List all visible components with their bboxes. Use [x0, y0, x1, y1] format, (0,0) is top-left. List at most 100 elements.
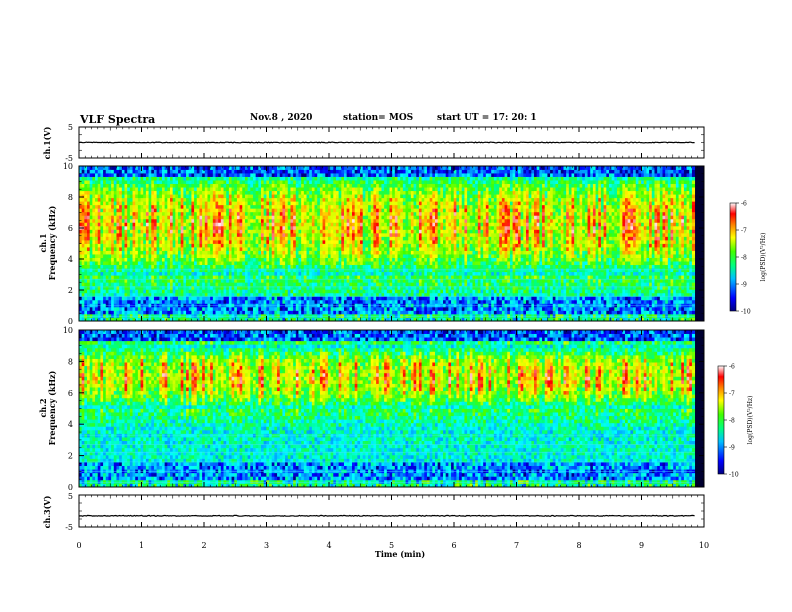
spectrogram-cell [258, 261, 261, 265]
spectrogram-cell [181, 275, 184, 279]
spectrogram-cell [240, 275, 243, 279]
spectrogram-cell [344, 300, 347, 304]
spectrogram-cell [240, 307, 243, 311]
spectrogram-cell [205, 233, 208, 237]
spectrogram-cell [159, 180, 162, 184]
spectrogram-cell [363, 180, 366, 184]
spectrogram-cell [258, 310, 261, 314]
spectrogram-cell [352, 226, 355, 230]
spectrogram-cell [162, 300, 165, 304]
spectrogram-cell [130, 208, 133, 212]
spectrogram-cell [127, 314, 130, 318]
spectrogram-cell [274, 187, 277, 191]
spectrogram-cell [317, 286, 320, 290]
spectrogram-cell [189, 226, 192, 230]
spectrogram-cell [119, 201, 122, 205]
spectrogram-cell [216, 177, 219, 181]
spectrogram-cell [309, 240, 312, 244]
spectrogram-cell [183, 226, 186, 230]
spectrogram-cell [363, 201, 366, 205]
spectrogram-cell [175, 208, 178, 212]
spectrogram-cell [264, 236, 267, 240]
spectrogram-cell [288, 286, 291, 290]
spectrogram-cell [309, 261, 312, 265]
spectrogram-cell [282, 173, 285, 177]
spectrogram-cell [261, 205, 264, 209]
spectrogram-cell [210, 166, 213, 170]
spectrogram-cell [218, 289, 221, 293]
spectrogram-cell [315, 310, 318, 314]
spectrogram-cell [173, 219, 176, 223]
spectrogram-cell [315, 282, 318, 286]
spectrogram-cell [92, 307, 95, 311]
spectrogram-cell [127, 201, 130, 205]
spectrogram-cell [130, 184, 133, 188]
spectrogram-cell [135, 265, 138, 269]
spectrogram-cell [357, 247, 360, 251]
spectrogram-cell [250, 296, 253, 300]
spectrogram-cell [130, 205, 133, 209]
spectrogram-cell [266, 187, 269, 191]
ch1-ytick-top: 5 [68, 123, 73, 132]
spectrogram-cell [253, 205, 256, 209]
spectrogram-cell [226, 258, 229, 262]
spectrogram-cell [103, 219, 106, 223]
spectrogram-cell [274, 282, 277, 286]
spectrogram-cell [325, 286, 328, 290]
spectrogram-cell [232, 254, 235, 258]
spectrogram-cell [84, 310, 87, 314]
spectrogram-cell [186, 201, 189, 205]
spectrogram-cell [258, 212, 261, 216]
spectrogram-cell [111, 261, 114, 265]
spectrogram-cell [226, 229, 229, 233]
spectrogram-cell [331, 194, 334, 198]
spectrogram-cell [336, 215, 339, 219]
spectrogram-cell [170, 240, 173, 244]
spectrogram-cell [221, 272, 224, 276]
spectrogram-cell [277, 166, 280, 170]
spectrogram-cell [213, 310, 216, 314]
spectrogram-cell [143, 222, 146, 226]
spectrogram-cell [256, 187, 259, 191]
spectrogram-cell [341, 187, 344, 191]
spectrogram-cell [296, 275, 299, 279]
spectrogram-cell [363, 208, 366, 212]
spectrogram-cell [349, 212, 352, 216]
spectrogram-cell [288, 236, 291, 240]
spectrogram-cell [106, 254, 109, 258]
spectrogram-cell [258, 286, 261, 290]
spectrogram-cell [355, 247, 358, 251]
spectrogram-cell [336, 170, 339, 174]
spectrogram-cell [210, 236, 213, 240]
spectrogram-cell [325, 198, 328, 202]
spectrogram-cell [170, 201, 173, 205]
spectrogram-cell [205, 265, 208, 269]
spectrogram-cell [365, 198, 368, 202]
spectrogram-cell [218, 198, 221, 202]
spectrogram-cell [181, 198, 184, 202]
spectrogram-cell [355, 194, 358, 198]
spectrogram-cell [146, 275, 149, 279]
spectrogram-cell [199, 286, 202, 290]
spectrogram-cell [135, 194, 138, 198]
spectrogram-cell [250, 226, 253, 230]
spectrogram-cell [207, 208, 210, 212]
spectrogram-cell [173, 212, 176, 216]
spectrogram-cell [298, 296, 301, 300]
spectrogram-cell [288, 244, 291, 248]
spectrogram-cell [357, 205, 360, 209]
spectrogram-cell [205, 286, 208, 290]
spectrogram-cell [266, 254, 269, 258]
spectrogram-cell [167, 205, 170, 209]
spectrogram-cell [323, 226, 326, 230]
spectrogram-cell [116, 226, 119, 230]
spectrogram-cell [323, 222, 326, 226]
spectrogram-cell [143, 240, 146, 244]
spectrogram-cell [269, 215, 272, 219]
spectrogram-cell [328, 282, 331, 286]
spectrogram-cell [245, 258, 248, 262]
spectrogram-cell [232, 226, 235, 230]
spectrogram-cell [242, 236, 245, 240]
spectrogram-cell [269, 226, 272, 230]
spectrogram-cell [157, 173, 160, 177]
